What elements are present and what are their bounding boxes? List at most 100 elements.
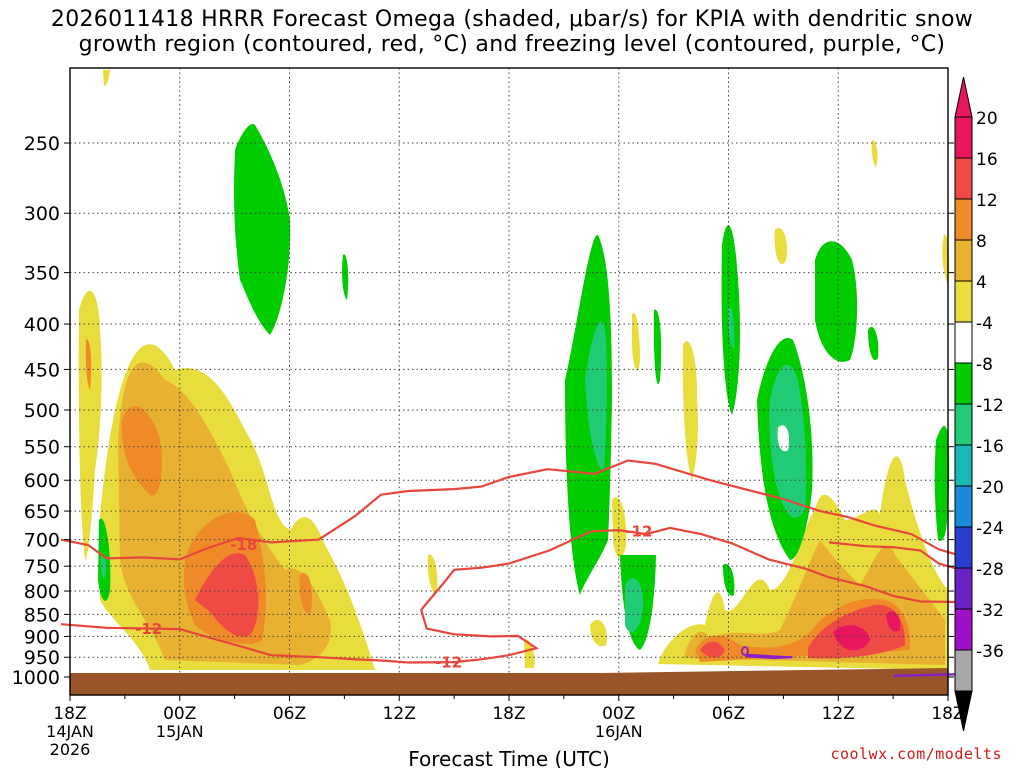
colorbar-label: -28 — [976, 560, 1004, 580]
y-tick-label: 250 — [24, 133, 60, 155]
omega-descent-4-8 — [103, 70, 110, 86]
omega-ascent-8-12 — [728, 307, 735, 350]
colorbar-label: -12 — [976, 396, 1004, 416]
colorbar-label: -16 — [976, 437, 1004, 457]
colorbar-swatch — [954, 280, 973, 323]
omega-descent-20plus — [886, 610, 901, 632]
title-line-1: 2026011418 HRRR Forecast Omega (shaded, … — [50, 7, 974, 32]
omega-descent-4-8 — [78, 290, 102, 560]
colorbar-swatch — [954, 239, 973, 282]
x-tick-sublabel: 15JAN — [156, 722, 204, 741]
dgz-contour-late — [828, 541, 958, 570]
y-tick-label: 500 — [24, 400, 60, 422]
contour-label-minus12-c: -12 — [135, 620, 162, 638]
omega-ascent-4-8 — [653, 309, 662, 385]
y-tick-label: 1000 — [12, 667, 60, 689]
colorbar-label: -4 — [976, 314, 993, 334]
y-tick-label: 400 — [24, 314, 60, 336]
x-tick-label: 00Z — [163, 704, 196, 724]
omega-descent-4-8 — [632, 312, 640, 371]
omega-descent-4-8 — [590, 619, 607, 647]
x-tick-sublabel: 2026 — [50, 740, 91, 759]
title-line-2: growth region (contoured, red, °C) and f… — [78, 32, 946, 57]
omega-ascent-4-8 — [868, 326, 879, 361]
colorbar-label: -36 — [976, 642, 1004, 662]
omega-descent-12-16 — [299, 573, 312, 615]
credit-link[interactable]: coolwx.com/modelts — [830, 745, 1002, 763]
y-axis: 2503003504004505005506006507007508008509… — [12, 133, 954, 689]
colorbar-label: -8 — [976, 355, 993, 375]
x-tick-label: 06Z — [712, 704, 745, 724]
omega-descent-4-8 — [85, 339, 92, 390]
y-tick-label: 750 — [24, 556, 60, 578]
colorbar-label: 8 — [976, 232, 987, 252]
omega-descent-4-8 — [871, 140, 878, 168]
colorbar-swatch — [954, 116, 973, 159]
colorbar-label: -24 — [976, 519, 1004, 539]
colorbar-swatch — [954, 608, 973, 651]
y-tick-label: 450 — [24, 359, 60, 381]
y-tick-label: 850 — [24, 604, 60, 626]
omega-descent-12-16 — [121, 406, 162, 496]
omega-ascent-4-8 — [234, 124, 291, 335]
y-tick-label: 550 — [24, 437, 60, 459]
colorbar-label: -32 — [976, 601, 1004, 621]
y-tick-label: 350 — [24, 263, 60, 285]
x-tick-label: 00Z — [602, 704, 635, 724]
omega-descent-4-8 — [427, 554, 438, 595]
y-tick-label: 950 — [24, 647, 60, 669]
omega-ascent-8-12 — [625, 578, 644, 633]
omega-ascent-8-12 — [585, 321, 607, 471]
colorbar-swatch — [954, 157, 973, 200]
colorbar-label: 4 — [976, 273, 987, 293]
y-tick-label: 700 — [24, 530, 60, 552]
x-tick-label: 18Z — [931, 704, 964, 724]
omega-shading — [78, 70, 950, 670]
colorbar-swatch — [954, 403, 973, 446]
freezing-level-contour-blip — [741, 646, 749, 657]
freezing-level-contour-small — [745, 653, 793, 660]
y-tick-label: 300 — [24, 203, 60, 225]
contour-lines: -18 -12 -12 -12 — [60, 459, 958, 677]
x-tick-label: 18Z — [492, 704, 525, 724]
omega-ascent-4-8 — [342, 254, 349, 300]
colorbar-swatch — [954, 526, 973, 569]
colorbar-label: 20 — [976, 109, 998, 129]
x-tick-sublabel: 14JAN — [46, 722, 94, 741]
colorbar-swatch — [954, 362, 973, 405]
colorbar-label: 12 — [976, 191, 998, 211]
omega-descent-20plus — [833, 625, 870, 651]
colorbar-label: -20 — [976, 478, 1004, 498]
omega-descent-8-12 — [118, 362, 331, 665]
omega-ascent-4-8 — [815, 241, 858, 362]
contour-label-minus12-b: -12 — [435, 653, 462, 671]
x-tick-label: 12Z — [822, 704, 855, 724]
colorbar-arrow-top — [954, 76, 973, 118]
y-tick-label: 900 — [24, 626, 60, 648]
colorbar-label: 16 — [976, 150, 998, 170]
colorbar-legend: 20 16 12 8 4 -4 -8 -12 -16 -20 -24 -28 -32 -36 — [954, 76, 1004, 732]
omega-near-zero — [777, 425, 790, 452]
contour-label-minus12-a: -12 — [625, 523, 652, 541]
x-axis-label: Forecast Time (UTC) — [408, 747, 610, 768]
freezing-level-contour — [893, 673, 958, 677]
colorbar-swatch — [954, 485, 973, 528]
y-tick-label: 650 — [24, 501, 60, 523]
plot-grid — [70, 68, 948, 673]
x-tick-sublabel: 16JAN — [595, 722, 643, 741]
dgz-contour-upper — [60, 459, 958, 561]
y-tick-label: 600 — [24, 470, 60, 492]
x-tick-label: 12Z — [383, 704, 416, 724]
terrain-ground — [70, 668, 948, 695]
omega-descent-16-20 — [700, 641, 725, 658]
colorbar-swatch — [954, 321, 973, 364]
omega-ascent-4-8 — [723, 564, 735, 596]
y-tick-label: 800 — [24, 581, 60, 603]
x-tick-label: 18Z — [53, 704, 86, 724]
contour-label-minus18: -18 — [230, 536, 257, 554]
x-tick-label: 06Z — [273, 704, 306, 724]
omega-descent-4-8 — [774, 228, 788, 264]
omega-ascent-8-12 — [100, 554, 106, 580]
